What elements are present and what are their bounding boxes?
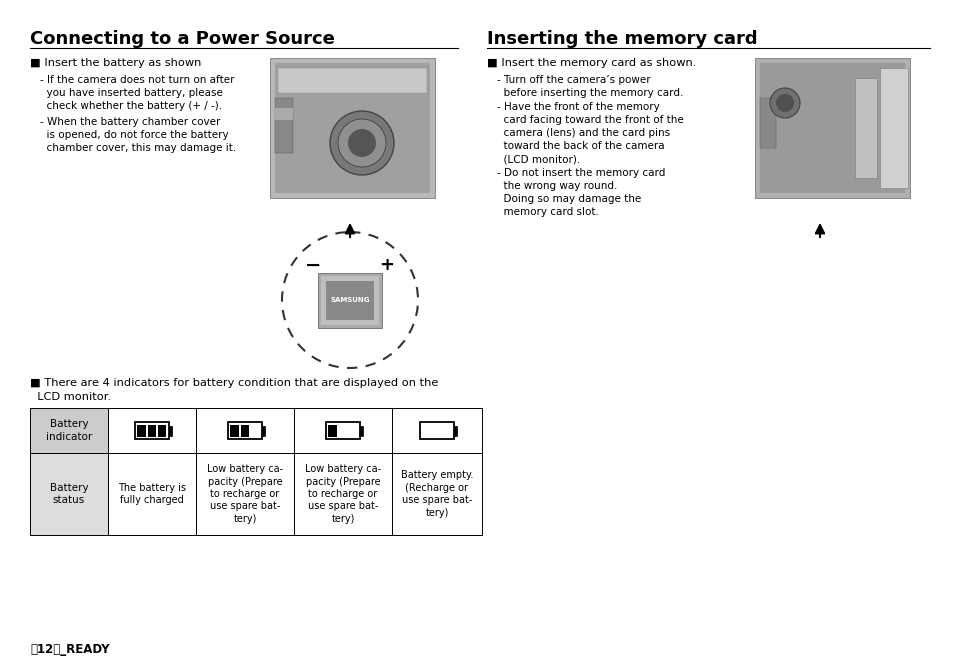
Text: LCD monitor.: LCD monitor. [30, 392, 111, 402]
Text: - If the camera does not turn on after: - If the camera does not turn on after [40, 75, 234, 85]
Bar [317, 273, 381, 328]
Text: Battery
status: Battery status [50, 483, 89, 505]
Bar [228, 422, 262, 439]
Text: camera (lens) and the card pins: camera (lens) and the card pins [497, 128, 669, 138]
Bar [135, 422, 169, 439]
Text: Doing so may damage the: Doing so may damage the [497, 194, 640, 204]
Text: toward the back of the camera: toward the back of the camera [497, 141, 664, 151]
Text: - Do not insert the memory card: - Do not insert the memory card [497, 168, 664, 178]
Bar [108, 453, 195, 535]
Bar [277, 68, 427, 93]
Bar [326, 281, 374, 320]
Bar [240, 424, 249, 436]
Text: before inserting the memory card.: before inserting the memory card. [497, 88, 682, 98]
Bar [328, 424, 336, 436]
Bar [326, 422, 359, 439]
Bar [274, 98, 293, 153]
Text: Low battery ca-
pacity (Prepare
to recharge or
use spare bat-
tery): Low battery ca- pacity (Prepare to recha… [305, 464, 380, 524]
Text: ■ There are 4 indicators for battery condition that are displayed on the: ■ There are 4 indicators for battery con… [30, 378, 438, 388]
Text: the wrong way round.: the wrong way round. [497, 181, 617, 191]
Text: Battery empty.
(Recharge or
use spare bat-
tery): Battery empty. (Recharge or use spare ba… [400, 471, 473, 517]
Bar [30, 408, 108, 453]
Bar [231, 424, 239, 436]
Text: (LCD monitor).: (LCD monitor). [497, 154, 579, 164]
Text: check whether the battery (+ / -).: check whether the battery (+ / -). [40, 101, 222, 111]
Text: - When the battery chamber cover: - When the battery chamber cover [40, 117, 220, 127]
Bar [157, 424, 167, 436]
Circle shape [337, 119, 386, 167]
Bar [454, 426, 457, 436]
Text: 〒12〓_READY: 〒12〓_READY [30, 643, 110, 656]
Bar [294, 453, 392, 535]
Text: card facing toward the front of the: card facing toward the front of the [497, 115, 683, 125]
Text: chamber cover, this may damage it.: chamber cover, this may damage it. [40, 143, 236, 153]
Circle shape [769, 88, 800, 118]
Circle shape [348, 129, 375, 157]
Circle shape [330, 111, 394, 175]
Text: −: − [305, 255, 321, 275]
Bar [754, 58, 909, 198]
Text: memory card slot.: memory card slot. [497, 207, 598, 217]
Text: Low battery ca-
pacity (Prepare
to recharge or
use spare bat-
tery): Low battery ca- pacity (Prepare to recha… [207, 464, 283, 524]
Bar [760, 63, 904, 193]
Bar [195, 408, 294, 453]
Text: - Turn off the camera’s power: - Turn off the camera’s power [497, 75, 650, 85]
Bar [137, 424, 146, 436]
Bar [274, 108, 293, 120]
Text: is opened, do not force the battery: is opened, do not force the battery [40, 130, 229, 140]
Bar [30, 453, 108, 535]
Bar [760, 98, 775, 148]
Text: ■ Insert the memory card as shown.: ■ Insert the memory card as shown. [486, 58, 696, 68]
Bar [262, 426, 265, 436]
Bar [419, 422, 454, 439]
Bar [270, 58, 435, 198]
Text: Battery
indicator: Battery indicator [46, 419, 92, 442]
Bar [169, 426, 172, 436]
Bar [392, 453, 481, 535]
Bar [879, 68, 907, 188]
Bar [274, 63, 430, 193]
Text: Inserting the memory card: Inserting the memory card [486, 30, 757, 48]
Bar [392, 408, 481, 453]
Bar [294, 408, 392, 453]
Bar [359, 426, 363, 436]
Text: +: + [379, 256, 395, 274]
Circle shape [775, 94, 793, 112]
Text: The battery is
fully charged: The battery is fully charged [118, 483, 186, 505]
Text: SAMSUNG: SAMSUNG [330, 298, 370, 304]
Text: you have inserted battery, please: you have inserted battery, please [40, 88, 223, 98]
Bar [320, 276, 378, 325]
Bar [108, 408, 195, 453]
Bar [195, 453, 294, 535]
Text: ■ Insert the battery as shown: ■ Insert the battery as shown [30, 58, 201, 68]
Bar [854, 78, 876, 178]
Text: - Have the front of the memory: - Have the front of the memory [497, 102, 659, 112]
Bar [148, 424, 156, 436]
Text: Connecting to a Power Source: Connecting to a Power Source [30, 30, 335, 48]
